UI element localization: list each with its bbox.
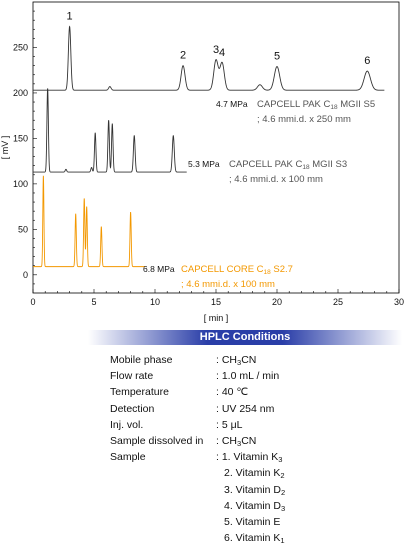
- x-tick-label: 30: [394, 297, 404, 307]
- conditions-row: Sample dissolved in : CH3CN: [110, 433, 370, 449]
- condition-value: : 40 ℃: [216, 386, 249, 399]
- pressure-label: 4.7 MPa: [216, 99, 248, 109]
- condition-value: : 1. Vitamin K3: [216, 451, 283, 464]
- conditions-row: Sample : 1. Vitamin K3: [110, 449, 370, 465]
- condition-label: [110, 514, 216, 530]
- column-name-label: CAPCELL PAK C18 MGII S5: [257, 99, 375, 111]
- y-tick-label: 100: [13, 179, 28, 189]
- conditions-row: Inj. vol. : 5 μL: [110, 417, 370, 433]
- column-dimensions-label: ; 4.6 mmi.d. x 250 mm: [257, 114, 351, 125]
- chromatogram-trace-3: [33, 175, 146, 268]
- condition-label: Sample dissolved in: [110, 434, 204, 447]
- conditions-row: Temperature : 40 ℃: [110, 384, 370, 400]
- chromatogram-trace-1: [33, 25, 385, 91]
- peak-label: 1: [67, 11, 73, 23]
- condition-value: 4. Vitamin D3: [224, 499, 286, 513]
- condition-value: 5. Vitamin E: [224, 515, 281, 528]
- condition-label: Temperature: [110, 386, 169, 399]
- condition-label: Detection: [110, 402, 155, 415]
- y-tick-label: 250: [13, 42, 28, 52]
- condition-value: 6. Vitamin K1: [224, 532, 285, 545]
- condition-value: : UV 254 nm: [216, 402, 275, 415]
- peak-label: 5: [274, 51, 280, 63]
- peak-label: 3: [213, 44, 219, 56]
- conditions-header: HPLC Conditions: [88, 330, 402, 345]
- column-name-label: CAPCELL PAK C18 MGII S3: [229, 159, 347, 171]
- y-tick-label: 200: [13, 88, 28, 98]
- conditions-row: 3. Vitamin D2: [110, 482, 370, 498]
- condition-label: Inj. vol.: [110, 418, 144, 431]
- condition-label: [110, 498, 216, 514]
- conditions-table: Mobile phase : CH3CN Flow rate : 1.0 mL / m…: [110, 352, 370, 546]
- peak-label: 2: [180, 50, 186, 62]
- column-dimensions-label: ; 4.6 mmi.d. x 100 mm: [229, 174, 323, 185]
- chromatogram-chart: 0 5 10 15 20 25 30 0 50 100 150 200 250[ min ][ mV ]…: [0, 1, 404, 323]
- condition-value: : 5 μL: [216, 418, 243, 431]
- conditions-row: 6. Vitamin K1: [110, 530, 370, 546]
- column-dimensions-label: ; 4.6 mmi.d. x 100 mm: [181, 279, 275, 290]
- conditions-row: 4. Vitamin D3: [110, 498, 370, 514]
- y-tick-label: 50: [18, 224, 28, 234]
- conditions-row: 2. Vitamin K2: [110, 465, 370, 481]
- conditions-row: Detection : UV 254 nm: [110, 401, 370, 417]
- condition-label: Sample: [110, 451, 146, 464]
- pressure-label: 5.3 MPa: [188, 159, 220, 169]
- x-axis-label: [ min ]: [204, 313, 229, 323]
- condition-label: Flow rate: [110, 370, 154, 383]
- chromatogram-trace-2: [33, 88, 187, 173]
- x-tick-label: 0: [30, 297, 35, 307]
- x-tick-label: 10: [150, 297, 160, 307]
- condition-label: Mobile phase: [110, 354, 173, 366]
- condition-value: : CH3CN: [216, 434, 257, 448]
- x-tick-label: 20: [272, 297, 282, 307]
- x-tick-label: 25: [333, 297, 343, 307]
- condition-value: : CH3CN: [216, 354, 257, 367]
- pressure-label: 6.8 MPa: [143, 264, 175, 274]
- condition-value: 3. Vitamin D2: [224, 483, 286, 497]
- condition-label: [110, 482, 216, 498]
- y-tick-label: 150: [13, 133, 28, 143]
- condition-value: : 1.0 mL / min: [216, 370, 280, 383]
- condition-label: [110, 465, 216, 481]
- y-axis-label: [ mV ]: [0, 136, 10, 160]
- condition-label: [110, 530, 216, 546]
- column-name-label: CAPCELL CORE C18 S2.7: [181, 264, 293, 276]
- peak-label: 4: [219, 47, 225, 59]
- x-tick-label: 5: [91, 297, 96, 307]
- conditions-row: 5. Vitamin E: [110, 514, 370, 530]
- conditions-row: Mobile phase : CH3CN: [110, 352, 370, 368]
- peak-label: 6: [364, 55, 370, 67]
- condition-value: 2. Vitamin K2: [224, 467, 285, 481]
- x-tick-label: 15: [211, 297, 221, 307]
- conditions-row: Flow rate : 1.0 mL / min: [110, 368, 370, 384]
- y-tick-label: 0: [23, 270, 28, 280]
